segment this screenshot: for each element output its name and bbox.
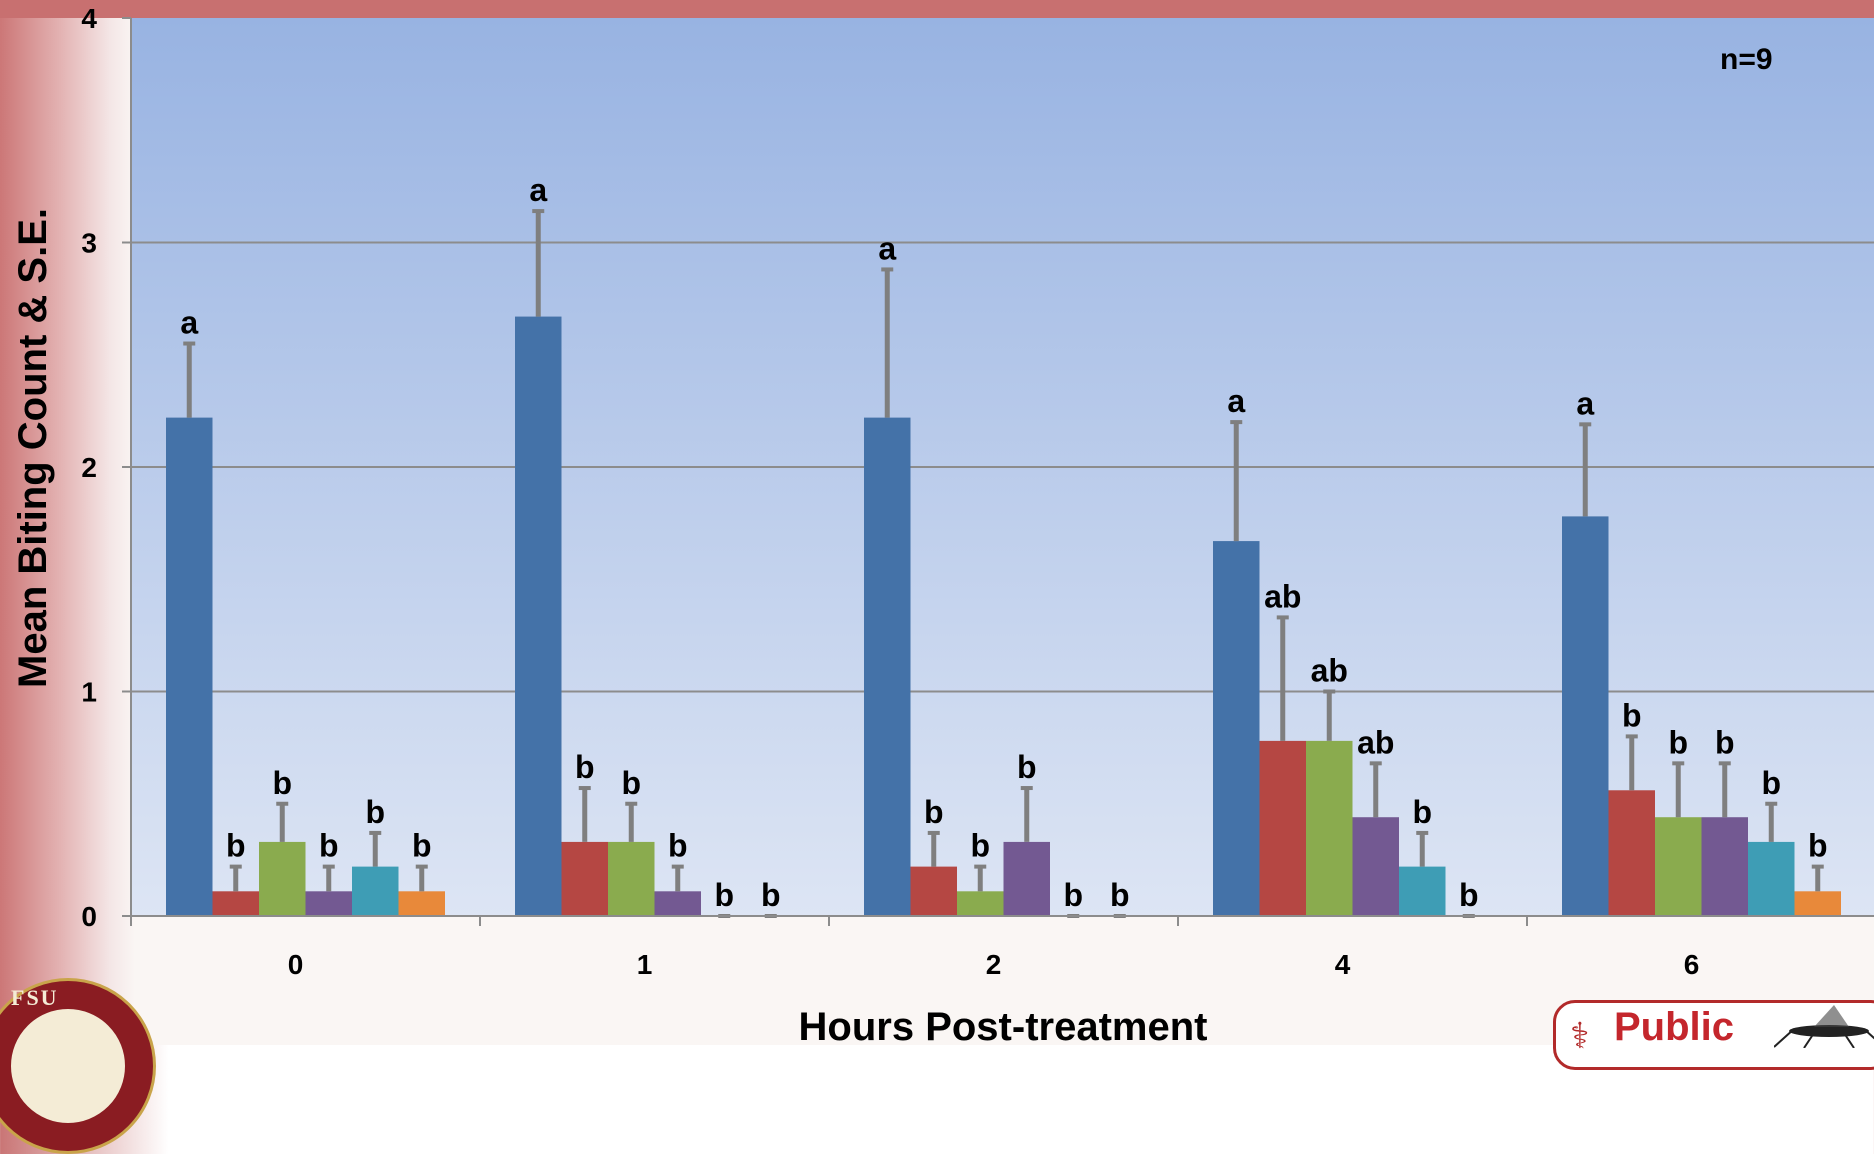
x-tick-label: 1 [637, 949, 653, 980]
bar [166, 417, 213, 916]
significance-label: ab [1357, 724, 1394, 760]
bar [1794, 891, 1841, 916]
mosquito-icon [1774, 1005, 1874, 1048]
significance-label: b [1715, 724, 1735, 760]
significance-label: b [668, 828, 688, 864]
significance-label: b [1412, 794, 1432, 830]
y-tick-label: 4 [81, 3, 97, 34]
bar [1003, 841, 1050, 916]
significance-label: b [272, 765, 292, 801]
caduceus-icon: ⚕ [1570, 1015, 1590, 1056]
bar [1352, 817, 1399, 916]
bar [305, 891, 352, 916]
significance-label: b [365, 794, 385, 830]
bar [1655, 817, 1702, 916]
significance-label: b [1668, 724, 1688, 760]
bar [398, 891, 445, 916]
significance-label: b [319, 828, 339, 864]
bar [352, 866, 399, 916]
significance-label: ab [1311, 653, 1348, 689]
bar [212, 891, 259, 916]
bar [1748, 841, 1795, 916]
bar [1213, 541, 1260, 916]
significance-label: b [924, 794, 944, 830]
y-tick-label: 0 [81, 901, 97, 932]
significance-label: b [1808, 828, 1828, 864]
significance-label: b [412, 828, 432, 864]
bar [1306, 740, 1353, 916]
bar [1399, 866, 1446, 916]
bar [259, 841, 306, 916]
x-tick-label: 6 [1684, 949, 1700, 980]
significance-label: b [1622, 697, 1642, 733]
y-tick-label: 1 [81, 677, 97, 708]
y-tick-label: 3 [81, 228, 97, 259]
x-tick-label: 4 [1335, 949, 1351, 980]
x-tick-label: 0 [288, 949, 304, 980]
bar [864, 417, 911, 916]
bar [654, 891, 701, 916]
bar [608, 841, 655, 916]
significance-label: a [878, 230, 896, 266]
bar [515, 316, 562, 917]
significance-label: b [761, 877, 781, 913]
significance-label: b [1459, 877, 1479, 913]
bar [1259, 740, 1306, 916]
significance-label: b [226, 828, 246, 864]
significance-label: a [180, 305, 198, 341]
bar [957, 891, 1004, 916]
x-tick-label: 2 [986, 949, 1002, 980]
significance-label: a [1227, 383, 1245, 419]
significance-label: b [1110, 877, 1130, 913]
significance-label: b [1063, 877, 1083, 913]
y-axis-title: Mean Biting Count & S.E. [11, 208, 55, 688]
significance-label: b [970, 828, 990, 864]
axes: 0 1 2 3 4 0 1 2 4 6 [81, 3, 1874, 980]
bar [1701, 817, 1748, 916]
sample-size-annotation: n=9 [1720, 43, 1773, 76]
significance-label: b [1017, 749, 1037, 785]
bar [561, 841, 608, 916]
significance-label: b [1761, 765, 1781, 801]
significance-label: b [575, 749, 595, 785]
significance-label: ab [1264, 578, 1301, 614]
significance-label: b [714, 877, 734, 913]
public-health-wordmark: Public [1614, 1005, 1735, 1049]
bar [1608, 790, 1655, 916]
bars [166, 316, 1841, 917]
significance-label: a [529, 172, 547, 208]
bar [1562, 516, 1609, 916]
x-axis-title: Hours Post-treatment [799, 1005, 1208, 1045]
bar [910, 866, 957, 916]
significance-label: b [621, 765, 641, 801]
public-health-logo: ⚕ Public [1553, 1000, 1874, 1070]
significance-label: a [1576, 385, 1594, 421]
error-bars [183, 209, 1824, 918]
y-tick-label: 2 [81, 452, 97, 483]
